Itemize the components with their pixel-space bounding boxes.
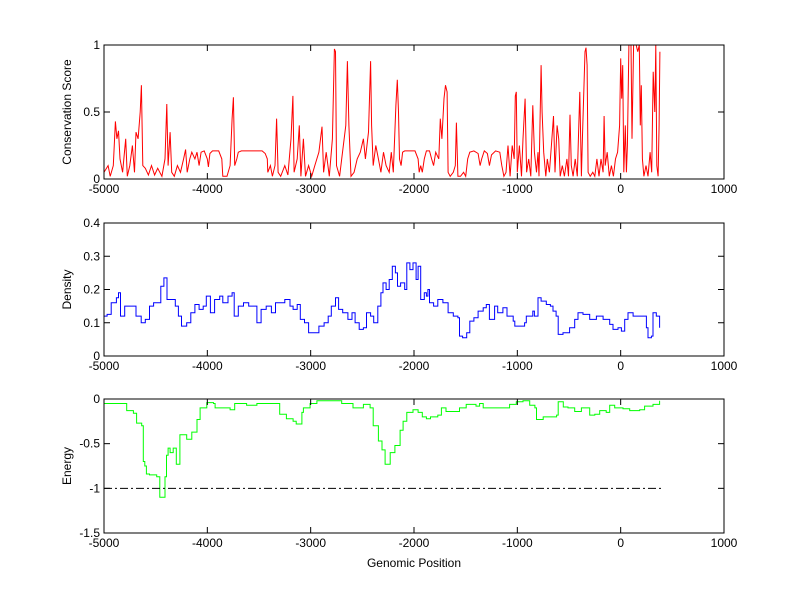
x-tick-label: -5000 [89,359,120,373]
x-tick-label: 1000 [711,359,738,373]
series-line-energy [104,400,661,498]
series-line-conservation-score [104,44,661,179]
x-tick-label: -3000 [295,359,326,373]
subplot-3: -5000 -4000 -3000 -2000 -1000 0 1000 -1.5 -1 -0.5… [60,392,738,570]
series-line-density [104,262,661,339]
y-tick-label: 0.1 [83,316,100,330]
x-tick-label: -2000 [399,359,430,373]
plot-area [104,399,724,533]
y-tick-label: 1 [93,38,100,52]
x-axis-label: Genomic Position [367,556,461,570]
x-tick-label: 0 [617,182,624,196]
x-tick-label: -3000 [295,182,326,196]
x-tick-label: -1000 [502,536,533,550]
subplot-1: -5000 -4000 -3000 -2000 -1000 0 1000 0 0.5 1 Conse… [60,38,738,196]
x-tick-label: -1000 [502,182,533,196]
y-tick-label: 0.5 [83,105,100,119]
y-tick-label: 0.3 [83,249,100,263]
plot-area [104,223,724,356]
x-tick-label: -3000 [295,536,326,550]
x-tick-label: -5000 [89,536,120,550]
x-tick-label: -4000 [192,182,223,196]
y-tick-label: 0 [93,349,100,363]
y-tick-label: 0.2 [83,283,100,297]
y-axis-label: Density [60,269,74,309]
x-tick-label: 1000 [711,536,738,550]
x-tick-label: 1000 [711,182,738,196]
x-tick-label: -4000 [192,359,223,373]
x-tick-label: -4000 [192,536,223,550]
y-axis-label: Energy [60,447,74,485]
x-tick-label: 0 [617,536,624,550]
y-tick-label: -1 [89,481,100,495]
x-tick-label: -2000 [399,536,430,550]
y-tick-label: 0 [93,172,100,186]
x-tick-label: -5000 [89,182,120,196]
subplot-2: -5000 -4000 -3000 -2000 -1000 0 1000 0 0.1 0.2 0.3… [60,216,738,373]
y-axis-label: Conservation Score [60,59,74,165]
y-tick-label: 0.4 [83,216,100,230]
y-tick-label: -1.5 [79,526,100,540]
y-tick-label: -0.5 [79,437,100,451]
x-tick-label: -1000 [502,359,533,373]
x-tick-label: -2000 [399,182,430,196]
y-tick-label: 0 [93,392,100,406]
x-tick-label: 0 [617,359,624,373]
